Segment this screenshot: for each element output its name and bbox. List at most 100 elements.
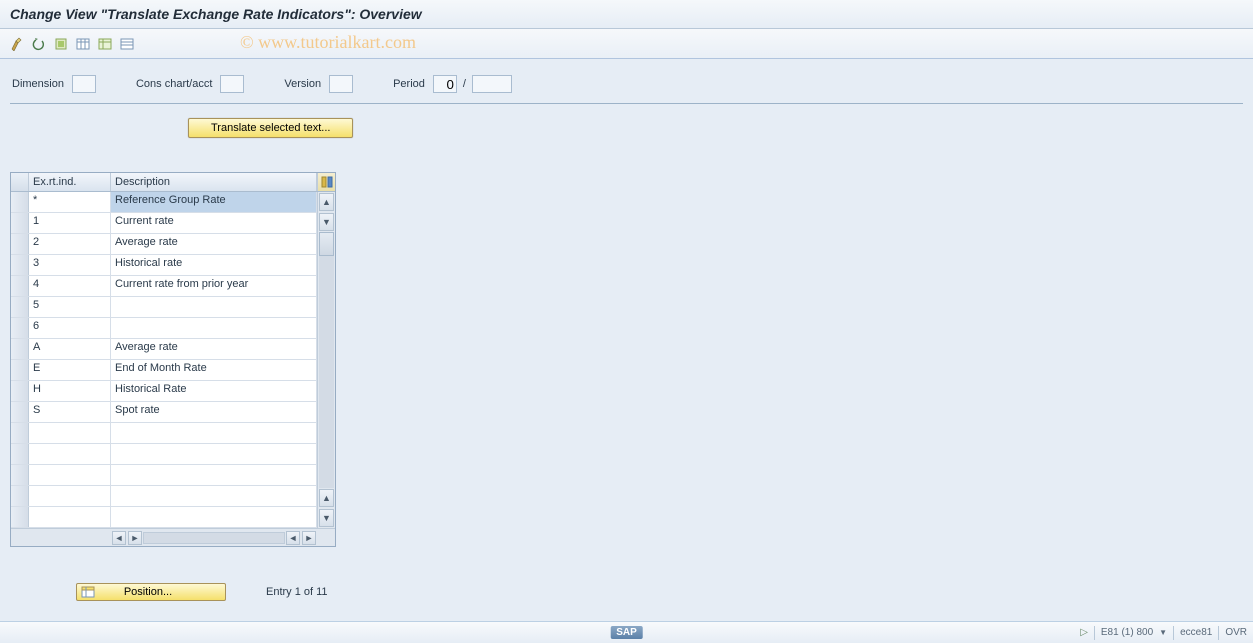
hscroll-left-page-button[interactable]: ◄	[286, 531, 300, 545]
cell-indicator[interactable]	[29, 507, 111, 527]
table-row: 1Current rate	[11, 213, 317, 234]
toggle-change-icon[interactable]	[8, 35, 26, 53]
select-all-icon[interactable]	[52, 35, 70, 53]
cell-indicator[interactable]: 2	[29, 234, 111, 254]
title-text: Change View "Translate Exchange Rate Ind…	[10, 6, 422, 22]
table-icon-3[interactable]	[118, 35, 136, 53]
undo-icon[interactable]	[30, 35, 48, 53]
table-icon-2[interactable]	[96, 35, 114, 53]
cell-description[interactable]	[111, 507, 317, 527]
row-selector[interactable]	[11, 465, 29, 485]
row-selector[interactable]	[11, 381, 29, 401]
cell-indicator[interactable]	[29, 423, 111, 443]
cell-description[interactable]: Reference Group Rate	[111, 192, 317, 212]
table-corner[interactable]	[11, 173, 29, 191]
entry-counter: Entry 1 of 11	[266, 586, 328, 598]
cell-description[interactable]: Average rate	[111, 339, 317, 359]
period-year-input[interactable]	[472, 75, 512, 93]
cell-description[interactable]: End of Month Rate	[111, 360, 317, 380]
position-button[interactable]: Position...	[76, 583, 226, 601]
cell-description[interactable]: Current rate	[111, 213, 317, 233]
cell-description[interactable]: Average rate	[111, 234, 317, 254]
hscroll-left-button[interactable]: ◄	[112, 531, 126, 545]
horizontal-scrollbar[interactable]: ◄ ► ◄ ►	[11, 528, 335, 546]
table-row: 5	[11, 297, 317, 318]
cell-indicator[interactable]: *	[29, 192, 111, 212]
cell-description[interactable]	[111, 423, 317, 443]
cell-indicator[interactable]	[29, 444, 111, 464]
table-body: *Reference Group Rate1Current rate2Avera…	[11, 192, 317, 528]
status-system[interactable]: E81 (1) 800	[1101, 627, 1153, 638]
vertical-scrollbar[interactable]: ▲ ▼ ▲ ▼	[317, 192, 335, 528]
table-row: SSpot rate	[11, 402, 317, 423]
cell-description[interactable]: Historical Rate	[111, 381, 317, 401]
row-selector[interactable]	[11, 360, 29, 380]
cell-description[interactable]	[111, 297, 317, 317]
scroll-up-button[interactable]: ▲	[319, 193, 334, 211]
row-selector[interactable]	[11, 507, 29, 527]
cell-indicator[interactable]: 4	[29, 276, 111, 296]
scroll-up-page-button[interactable]: ▲	[319, 489, 334, 507]
cell-description[interactable]: Historical rate	[111, 255, 317, 275]
table-settings-button[interactable]	[317, 173, 335, 191]
table-settings-icon[interactable]	[74, 35, 92, 53]
app-toolbar: © www.tutorialkart.com	[0, 29, 1253, 59]
row-selector[interactable]	[11, 486, 29, 506]
row-selector[interactable]	[11, 255, 29, 275]
scroll-down-button[interactable]: ▼	[319, 509, 334, 527]
status-nav-icon[interactable]: ▷	[1080, 627, 1088, 638]
cell-indicator[interactable]: 1	[29, 213, 111, 233]
cell-description[interactable]	[111, 486, 317, 506]
column-header-indicator[interactable]: Ex.rt.ind.	[29, 173, 111, 191]
exchange-rate-table: Ex.rt.ind. Description *Reference Group …	[10, 172, 336, 547]
cell-indicator[interactable]: 5	[29, 297, 111, 317]
table-row: *Reference Group Rate	[11, 192, 317, 213]
cell-description[interactable]: Spot rate	[111, 402, 317, 422]
column-header-description[interactable]: Description	[111, 173, 317, 191]
status-mode: OVR	[1225, 627, 1247, 638]
cell-description[interactable]: Current rate from prior year	[111, 276, 317, 296]
table-row: 2Average rate	[11, 234, 317, 255]
translate-button-label: Translate selected text...	[211, 122, 330, 134]
cell-description[interactable]	[111, 465, 317, 485]
table-header: Ex.rt.ind. Description	[11, 173, 335, 192]
cell-indicator[interactable]: E	[29, 360, 111, 380]
hscroll-right-step-button[interactable]: ►	[128, 531, 142, 545]
row-selector[interactable]	[11, 234, 29, 254]
row-selector[interactable]	[11, 192, 29, 212]
row-selector[interactable]	[11, 276, 29, 296]
status-bar: SAP ▷ E81 (1) 800 ▼ ecce81 OVR	[0, 621, 1253, 643]
conschart-input[interactable]	[220, 75, 244, 93]
row-selector[interactable]	[11, 423, 29, 443]
cell-indicator[interactable]: 6	[29, 318, 111, 338]
cell-description[interactable]	[111, 444, 317, 464]
period-input[interactable]	[433, 75, 457, 93]
version-input[interactable]	[329, 75, 353, 93]
scroll-thumb[interactable]	[319, 232, 334, 256]
cell-indicator[interactable]: 3	[29, 255, 111, 275]
filter-row: Dimension Cons chart/acct Version Period…	[10, 71, 1243, 104]
cell-description[interactable]	[111, 318, 317, 338]
cell-indicator[interactable]	[29, 486, 111, 506]
scroll-down-step-button[interactable]: ▼	[319, 213, 334, 231]
table-row	[11, 465, 317, 486]
table-row: HHistorical Rate	[11, 381, 317, 402]
row-selector[interactable]	[11, 402, 29, 422]
cell-indicator[interactable]: H	[29, 381, 111, 401]
cell-indicator[interactable]: A	[29, 339, 111, 359]
row-selector[interactable]	[11, 297, 29, 317]
dimension-input[interactable]	[72, 75, 96, 93]
row-selector[interactable]	[11, 339, 29, 359]
cell-indicator[interactable]: S	[29, 402, 111, 422]
row-selector[interactable]	[11, 444, 29, 464]
table-row	[11, 507, 317, 528]
row-selector[interactable]	[11, 213, 29, 233]
status-dropdown-icon[interactable]: ▼	[1159, 628, 1167, 637]
cell-indicator[interactable]	[29, 465, 111, 485]
hscroll-right-button[interactable]: ►	[302, 531, 316, 545]
conschart-label: Cons chart/acct	[136, 78, 214, 90]
scroll-track[interactable]	[319, 232, 334, 488]
translate-selected-button[interactable]: Translate selected text...	[188, 118, 353, 138]
row-selector[interactable]	[11, 318, 29, 338]
hscroll-track[interactable]	[143, 532, 285, 544]
